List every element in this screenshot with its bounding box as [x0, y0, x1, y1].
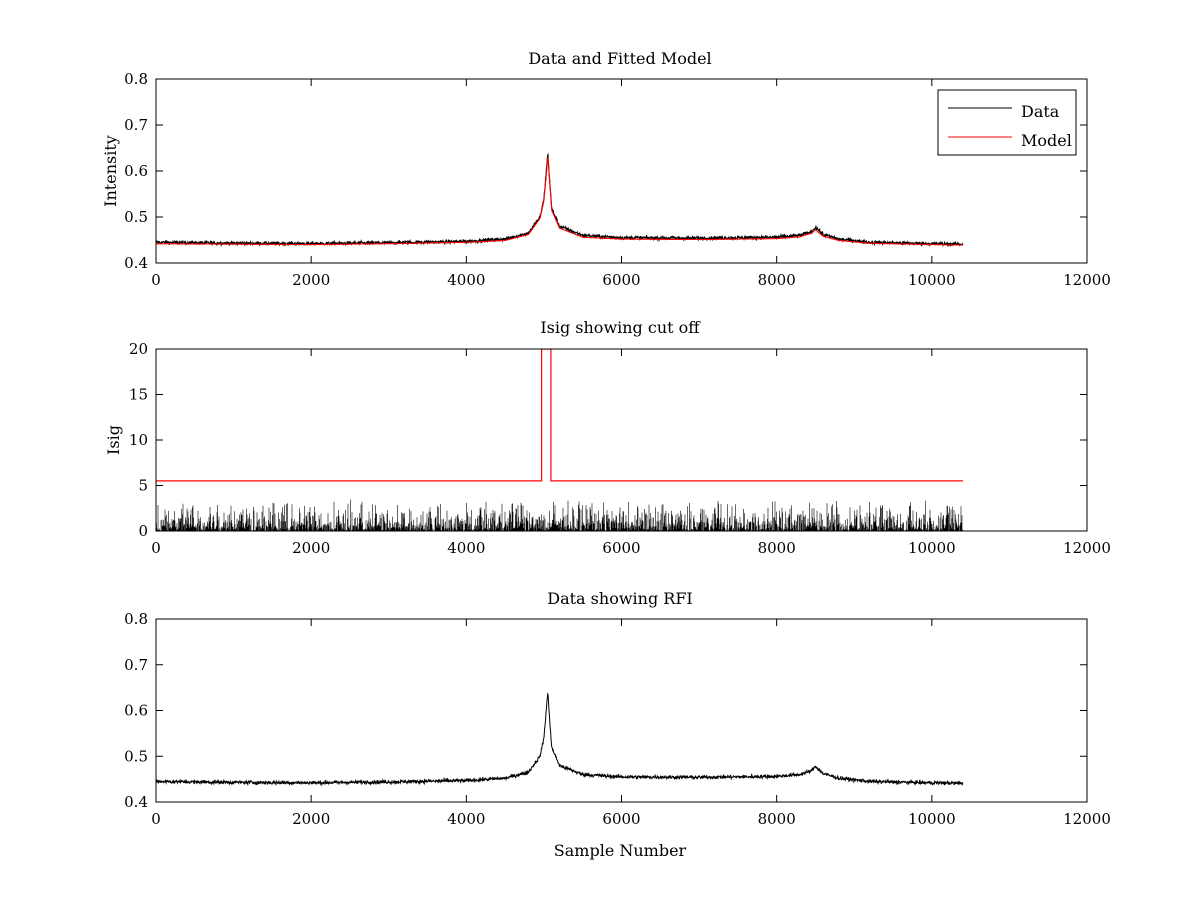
panel-data-and-fitted-model: Data and Fitted Model Intensity 0 2000 400…: [101, 49, 1111, 289]
y-tick-label: 0.8: [124, 610, 148, 628]
x-tick-label: 10000: [908, 810, 956, 828]
x-tick-label: 8000: [758, 271, 796, 289]
y-tick-label: 15: [129, 386, 148, 404]
x-tick-label: 4000: [447, 271, 485, 289]
x-tick-label: 12000: [1063, 810, 1111, 828]
y-tick-label: 10: [129, 431, 148, 449]
x-tick-label: 12000: [1063, 271, 1111, 289]
y-tick-label: 0.4: [124, 793, 148, 811]
x-tick-label: 8000: [758, 539, 796, 557]
series-group: [156, 152, 964, 248]
y-tick-label: 0.5: [124, 208, 148, 226]
y-tick-label: 0.5: [124, 747, 148, 765]
legend: Data Model: [937, 89, 1077, 156]
series-group: [156, 692, 964, 787]
legend-box: [937, 89, 1077, 156]
x-tick-label: 4000: [447, 539, 485, 557]
y-tick-label: 0.6: [124, 702, 148, 720]
x-tick-label: 6000: [602, 271, 640, 289]
panel-title: Data showing RFI: [547, 589, 692, 608]
y-tick-label: 0.7: [124, 116, 148, 134]
x-tick-label: 2000: [292, 539, 330, 557]
data-series-line: [156, 692, 964, 787]
model-series-line: [156, 157, 963, 246]
x-tick-label: 4000: [447, 810, 485, 828]
x-tick-label: 0: [151, 271, 161, 289]
x-tick-label: 2000: [292, 810, 330, 828]
y-tick-label: 0.8: [124, 70, 148, 88]
x-tick-label: 12000: [1063, 539, 1111, 557]
y-tick-label: 5: [138, 477, 148, 495]
x-tick-label: 0: [151, 539, 161, 557]
cutoff-series-line: [156, 349, 963, 484]
panel-isig-showing-cut-off: Isig showing cut off Isig 0 2000 4000 6000 8…: [104, 318, 1111, 557]
x-tick-label: 10000: [908, 539, 956, 557]
y-tick-label: 0.7: [124, 656, 148, 674]
y-tick-label: 0.6: [124, 162, 148, 180]
x-tick-label: 0: [151, 810, 161, 828]
legend-label-model: Model: [1021, 131, 1072, 150]
x-tick-label: 6000: [602, 539, 640, 557]
plot-area: 0 2000 4000 6000 8000 10000 12000 0.4 0.5 0.6 0.7 0…: [124, 70, 1111, 289]
panel-data-showing-rfi: Data showing RFI Sample Number 0 2000 4000…: [124, 589, 1111, 860]
panel-title: Isig showing cut off: [540, 318, 701, 337]
x-tick-label: 8000: [758, 810, 796, 828]
x-axis-label: Sample Number: [554, 841, 687, 860]
panel-title: Data and Fitted Model: [528, 49, 711, 68]
data-series-line: [156, 152, 964, 248]
plot-area: 0 2000 4000 6000 8000 10000 12000 0 5 10 15 20: [129, 340, 1111, 557]
x-tick-label: 6000: [602, 810, 640, 828]
y-axis-label: Intensity: [101, 135, 120, 207]
x-tick-label: 10000: [908, 271, 956, 289]
legend-label-data: Data: [1021, 102, 1060, 121]
y-axis-label: Isig: [104, 425, 123, 455]
y-tick-label: 0.4: [124, 254, 148, 272]
y-tick-label: 0: [138, 522, 148, 540]
x-tick-label: 2000: [292, 271, 330, 289]
y-tick-label: 20: [129, 340, 148, 358]
plot-area: 0 2000 4000 6000 8000 10000 12000 0.4 0.5 0.6 0.7 0…: [124, 610, 1111, 828]
